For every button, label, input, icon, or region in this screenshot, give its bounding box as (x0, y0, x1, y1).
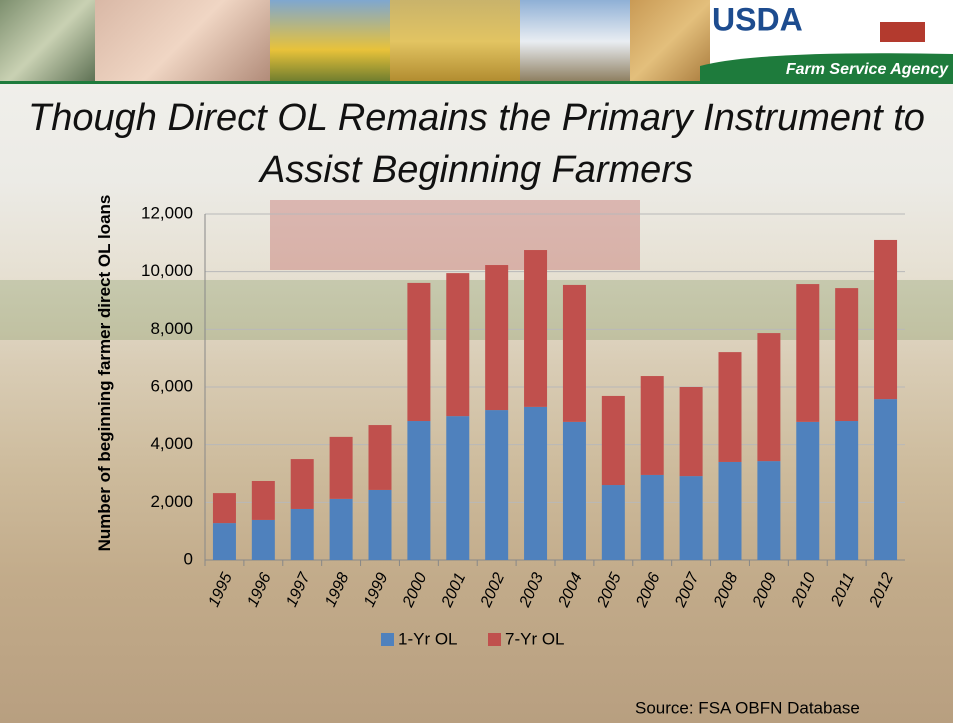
x-tick-label: 2008 (711, 570, 742, 610)
x-tick-label: 2011 (828, 570, 858, 609)
bar-segment (679, 476, 703, 560)
y-axis-title: Number of beginning farmer direct OL loa… (95, 194, 114, 552)
x-tick-label: 2010 (788, 570, 819, 610)
bar-segment (718, 352, 742, 462)
legend-swatch (488, 633, 501, 646)
bar-segment (446, 273, 470, 417)
y-tick-label: 4,000 (150, 434, 193, 453)
x-tick-label: 2007 (672, 569, 703, 610)
source-note: Source: FSA OBFN Database (635, 698, 860, 717)
bar-segment (640, 474, 664, 560)
photo (95, 0, 270, 83)
bar-segment (796, 421, 820, 560)
agency-name: Farm Service Agency (786, 61, 949, 78)
x-tick-label: 2002 (477, 570, 508, 610)
y-tick-label: 6,000 (150, 376, 193, 395)
barn-icon (880, 22, 925, 42)
bar-segment (329, 436, 353, 499)
x-tick-label: 2003 (516, 570, 547, 610)
barn-shape (270, 200, 640, 270)
x-tick-label: 1997 (283, 569, 314, 609)
photo (630, 0, 710, 83)
bar-segment (874, 239, 898, 400)
bar-segment (524, 406, 548, 560)
legend-label: 1-Yr OL (398, 629, 458, 648)
bar-segment (835, 288, 859, 422)
bar-segment (212, 493, 236, 524)
bar-segment (640, 376, 664, 475)
bar-segment (212, 523, 236, 560)
banner-rule (0, 81, 953, 84)
x-tick-label: 1995 (205, 570, 236, 610)
bar-segment (329, 498, 353, 560)
x-tick-label: 1996 (244, 570, 275, 610)
bar-segment (718, 461, 742, 560)
chart-title: Though Direct OL Remains the Primary Ins… (28, 97, 925, 191)
photo (0, 0, 95, 83)
bar-segment (601, 485, 625, 560)
bar-segment (757, 333, 781, 462)
bar-segment (407, 421, 431, 560)
x-tick-label: 1998 (322, 570, 353, 610)
agency-swoosh (700, 53, 953, 83)
photo (390, 0, 520, 83)
y-tick-label: 12,000 (141, 203, 193, 222)
x-tick-label: 2001 (438, 570, 469, 610)
bar-segment (562, 284, 586, 422)
y-tick-label: 2,000 (150, 492, 193, 511)
photo (520, 0, 630, 83)
y-tick-label: 0 (184, 549, 193, 568)
bar-segment (835, 421, 859, 560)
bar-segment (251, 519, 275, 560)
bar-segment (562, 421, 586, 560)
x-tick-label: 2005 (594, 570, 625, 610)
bar-segment (874, 399, 898, 560)
bar-segment (407, 282, 431, 422)
bar-segment (485, 410, 509, 560)
bar-segment (446, 416, 470, 560)
y-tick-label: 8,000 (150, 319, 193, 338)
bar-segment (757, 461, 781, 560)
bar-segment (251, 480, 275, 520)
legend-label: 7-Yr OL (505, 629, 565, 648)
x-tick-label: 2004 (555, 570, 586, 610)
field-shape (0, 280, 953, 340)
x-tick-label: 2009 (749, 570, 780, 610)
bar-segment (679, 387, 703, 477)
bar-segment (601, 395, 625, 486)
bar-segment (368, 425, 392, 490)
bar-segment (796, 284, 820, 422)
x-tick-label: 2000 (399, 570, 430, 610)
x-tick-label: 1999 (361, 570, 392, 610)
legend-swatch (381, 633, 394, 646)
y-tick-label: 10,000 (141, 261, 193, 280)
bar-segment (290, 508, 314, 560)
bar-segment (290, 459, 314, 509)
agency-logo: USDA (712, 1, 803, 37)
x-tick-label: 2006 (633, 570, 664, 610)
bar-segment (485, 265, 509, 411)
bar-segment (368, 489, 392, 560)
photo (270, 0, 390, 83)
bar-segment (524, 250, 548, 407)
x-tick-label: 2012 (866, 570, 897, 610)
